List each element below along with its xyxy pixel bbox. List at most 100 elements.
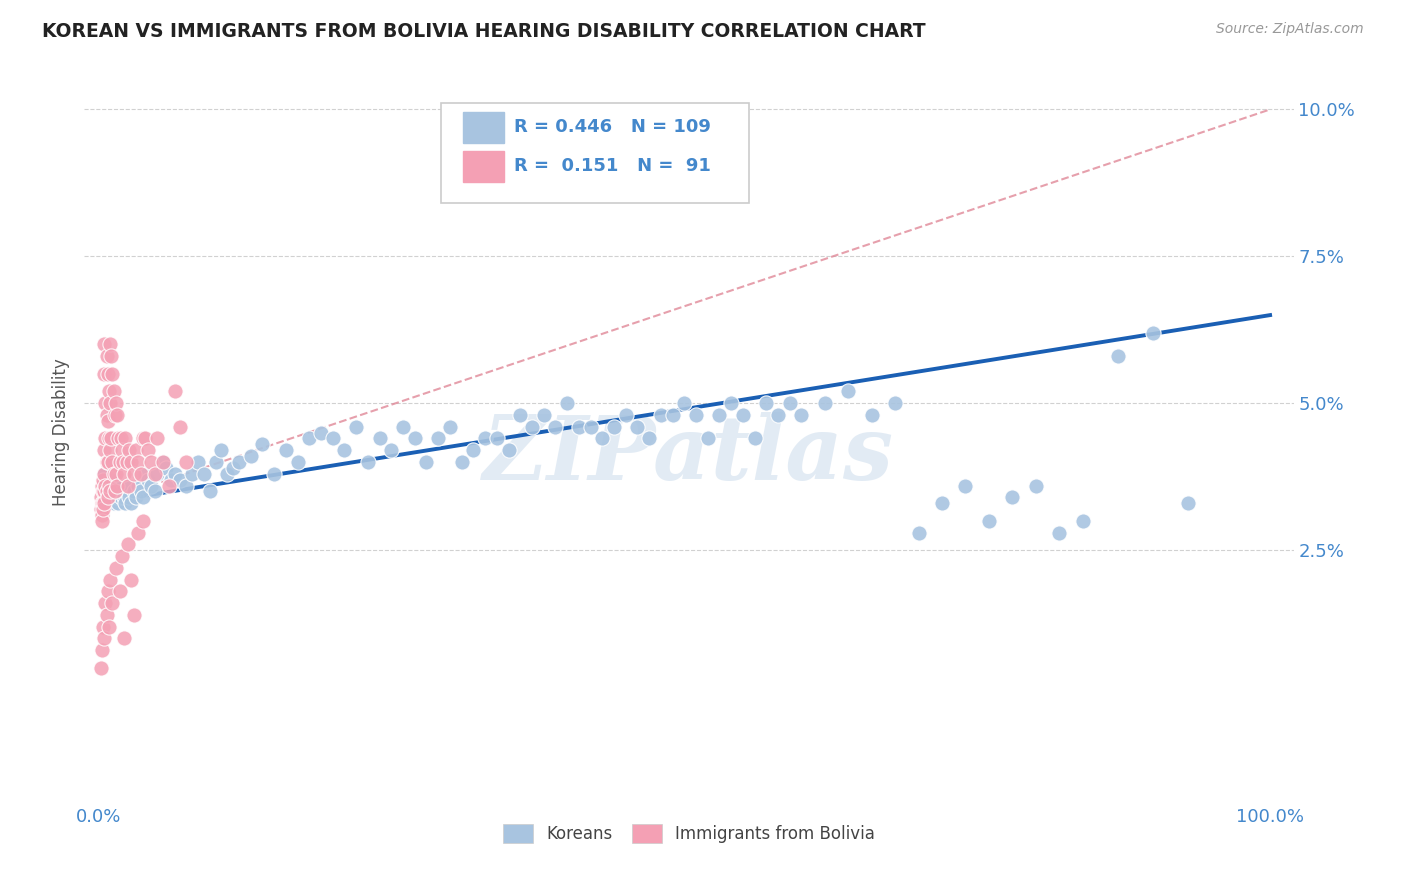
Point [120, 573, 142, 587]
Point [1142, 326, 1164, 340]
Point [108, 484, 131, 499]
Point [322, 432, 344, 446]
Point [1001, 490, 1024, 504]
Point [779, 396, 801, 410]
Text: R =  0.151   N =  91: R = 0.151 N = 91 [513, 157, 710, 175]
Point [955, 478, 977, 492]
Point [155, 461, 177, 475]
Point [309, 425, 332, 440]
Point [174, 455, 197, 469]
Point [198, 484, 221, 499]
Point [125, 443, 148, 458]
Point [439, 419, 461, 434]
Point [837, 384, 859, 399]
Point [129, 484, 152, 499]
Point [1107, 349, 1129, 363]
Point [91, 473, 114, 487]
Point [544, 419, 567, 434]
Point [114, 496, 136, 510]
Point [141, 478, 163, 492]
Point [129, 467, 152, 481]
Point [96, 408, 118, 422]
Point [187, 455, 209, 469]
Point [112, 632, 135, 646]
Point [579, 419, 602, 434]
Point [110, 432, 132, 446]
Point [120, 455, 142, 469]
Point [96, 478, 118, 492]
Point [120, 496, 142, 510]
Point [125, 490, 148, 504]
Point [696, 432, 718, 446]
Point [720, 396, 742, 410]
Point [90, 660, 112, 674]
Point [1047, 525, 1070, 540]
Point [94, 478, 117, 492]
Point [98, 443, 121, 458]
Point [132, 490, 155, 504]
Point [97, 584, 120, 599]
Point [181, 467, 204, 481]
Text: KOREAN VS IMMIGRANTS FROM BOLIVIA HEARING DISABILITY CORRELATION CHART: KOREAN VS IMMIGRANTS FROM BOLIVIA HEARIN… [42, 22, 925, 41]
FancyBboxPatch shape [463, 152, 503, 182]
Point [228, 455, 250, 469]
Point [169, 419, 191, 434]
Point [1177, 496, 1199, 510]
Point [107, 496, 129, 510]
Point [96, 607, 118, 622]
Point [91, 502, 114, 516]
Point [122, 484, 145, 499]
Point [485, 432, 508, 446]
Point [344, 419, 367, 434]
Point [101, 596, 124, 610]
Text: ZIPatlas: ZIPatlas [484, 411, 894, 498]
Point [685, 408, 707, 422]
Point [122, 607, 145, 622]
Point [263, 467, 285, 481]
FancyBboxPatch shape [463, 112, 503, 143]
Point [93, 367, 115, 381]
Point [115, 484, 138, 499]
Point [709, 408, 731, 422]
Point [287, 455, 309, 469]
Point [112, 484, 135, 499]
Point [115, 455, 138, 469]
Point [141, 455, 163, 469]
Point [860, 408, 883, 422]
Point [498, 443, 520, 458]
Point [766, 408, 789, 422]
Point [744, 432, 766, 446]
Point [814, 396, 837, 410]
Point [93, 467, 115, 481]
Point [105, 408, 128, 422]
Point [134, 467, 156, 481]
Point [100, 484, 122, 499]
Point [591, 432, 613, 446]
Point [94, 396, 117, 410]
Point [98, 619, 120, 633]
Point [98, 337, 121, 351]
Point [98, 478, 120, 492]
Point [1071, 514, 1094, 528]
Point [509, 408, 531, 422]
Point [112, 467, 135, 481]
Point [132, 514, 155, 528]
Point [614, 408, 637, 422]
Point [638, 432, 661, 446]
Point [132, 432, 155, 446]
Point [163, 384, 186, 399]
Point [380, 443, 402, 458]
Point [93, 443, 115, 458]
Point [211, 443, 233, 458]
Point [103, 384, 125, 399]
Point [174, 478, 197, 492]
Point [298, 432, 321, 446]
Point [117, 478, 139, 492]
Point [108, 455, 131, 469]
Point [103, 467, 125, 481]
Point [650, 408, 672, 422]
Point [169, 473, 191, 487]
Point [146, 467, 169, 481]
Point [392, 419, 415, 434]
Point [97, 490, 120, 504]
